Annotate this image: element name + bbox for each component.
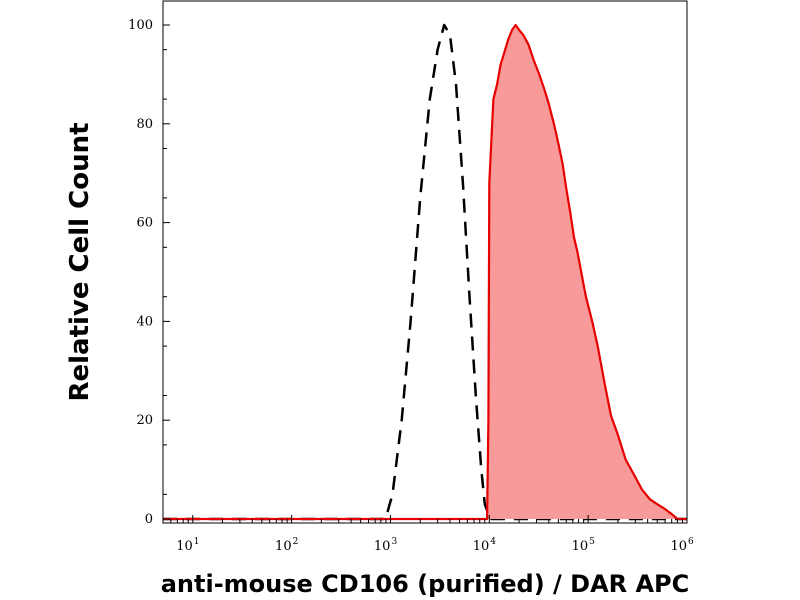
series-1-line: [163, 23, 687, 521]
x-tick-label: 10: [374, 539, 391, 554]
x-tick-exponent: 6: [688, 537, 694, 547]
x-tick-exponent: 2: [293, 537, 299, 547]
x-tick-exponent: 3: [391, 537, 397, 547]
series-layer: [163, 23, 687, 521]
x-axis-title: anti-mouse CD106 (purified) / DAR APC: [161, 570, 690, 598]
x-tick-label: 10: [473, 539, 490, 554]
x-tick-label: 10: [176, 539, 193, 554]
y-tick-label: 100: [128, 18, 153, 33]
x-tick-exponent: 4: [490, 537, 496, 547]
x-axis: 10 1 10 2 10 3 10 4 10 5 10 6: [162, 515, 694, 554]
y-tick-label: 0: [145, 512, 153, 527]
plot-frame: [162, 0, 688, 524]
x-tick-exponent: 1: [194, 537, 200, 547]
x-tick-label: 10: [572, 539, 589, 554]
x-tick-label: 10: [275, 539, 292, 554]
series-1-fill: [163, 25, 687, 519]
y-tick-label: 40: [136, 314, 153, 329]
x-tick-exponent: 5: [589, 537, 595, 547]
y-tick-label: 60: [136, 216, 153, 231]
y-tick-label: 80: [136, 117, 153, 132]
y-axis-title: Relative Cell Count: [65, 122, 95, 401]
x-tick-label: 10: [670, 539, 687, 554]
y-tick-label: 20: [136, 413, 153, 428]
series-0-line: [163, 23, 687, 521]
y-axis: 0 20 40 60 80 100: [128, 18, 170, 527]
